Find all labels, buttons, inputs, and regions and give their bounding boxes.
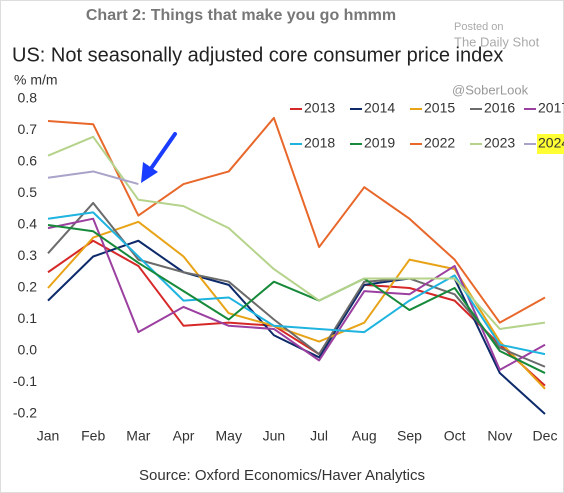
x-tick-label: Oct	[444, 428, 466, 444]
series-line	[47, 170, 139, 186]
series-line	[47, 224, 546, 374]
series-line	[47, 116, 546, 324]
legend-highlight	[537, 134, 564, 154]
x-tick-label: Jun	[263, 428, 286, 444]
y-tick-label: -0.1	[13, 373, 37, 389]
y-tick-label: 0.1	[18, 310, 38, 326]
legend-item: 2018	[290, 135, 335, 151]
y-axis-label: % m/m	[14, 72, 58, 88]
x-tick-label: May	[216, 428, 242, 444]
series-line	[47, 239, 546, 415]
legend-label: 2023	[484, 135, 515, 151]
legend-item: 2015	[410, 100, 455, 116]
y-tick-label: -0.2	[13, 405, 37, 421]
y-tick-label: 0.7	[18, 121, 38, 137]
chart-subtitle: US: Not seasonally adjusted core consume…	[12, 44, 503, 66]
legend-label: 2018	[304, 135, 335, 151]
y-tick-label: 0.3	[18, 247, 38, 263]
legend-item: 2013	[290, 100, 335, 116]
x-tick-label: Jul	[310, 428, 328, 444]
x-tick-label: Sep	[397, 428, 422, 444]
legend-item: 2014	[350, 100, 395, 116]
x-tick-label: Jan	[37, 428, 60, 444]
x-tick-label: Feb	[81, 428, 105, 444]
legend-label: 2022	[424, 135, 455, 151]
legend-item: 2024	[524, 134, 564, 154]
legend-item: 2017	[524, 100, 564, 116]
watermark: @SoberLook	[452, 82, 529, 97]
chart-title: Chart 2: Things that make you go hmmm	[86, 7, 396, 24]
legend-item: 2016	[470, 100, 515, 116]
source: Source: Oxford Economics/Haver Analytics	[139, 467, 425, 484]
x-tick-label: Dec	[533, 428, 558, 444]
y-tick-label: 0.4	[18, 216, 38, 232]
series-line	[47, 135, 546, 330]
y-tick-label: 0.0	[18, 342, 38, 358]
annotation-arrow	[141, 132, 177, 183]
legend-label: 2019	[364, 135, 395, 151]
series-line	[47, 239, 546, 387]
x-tick-label: Aug	[352, 428, 377, 444]
watermark: The Daily Shot	[454, 34, 540, 49]
y-tick-label: 0.8	[18, 90, 38, 106]
legend-item: 2022	[410, 135, 455, 151]
y-tick-label: 0.5	[18, 184, 38, 200]
watermark: Posted on	[454, 21, 504, 33]
y-tick-label: 0.6	[18, 153, 38, 169]
y-tick-label: 0.2	[18, 279, 38, 295]
legend-item: 2023	[470, 135, 515, 151]
x-tick-label: Mar	[126, 428, 150, 444]
legend-label: 2024	[538, 135, 564, 151]
legend-label: 2013	[304, 100, 335, 116]
legend-label: 2014	[364, 100, 395, 116]
legend-item: 2019	[350, 135, 395, 151]
series-line	[47, 217, 546, 371]
legend-label: 2015	[424, 100, 455, 116]
x-tick-label: Nov	[487, 428, 512, 444]
legend-label: 2016	[484, 100, 515, 116]
legend-label: 2017	[538, 100, 564, 116]
x-tick-label: Apr	[173, 428, 195, 444]
